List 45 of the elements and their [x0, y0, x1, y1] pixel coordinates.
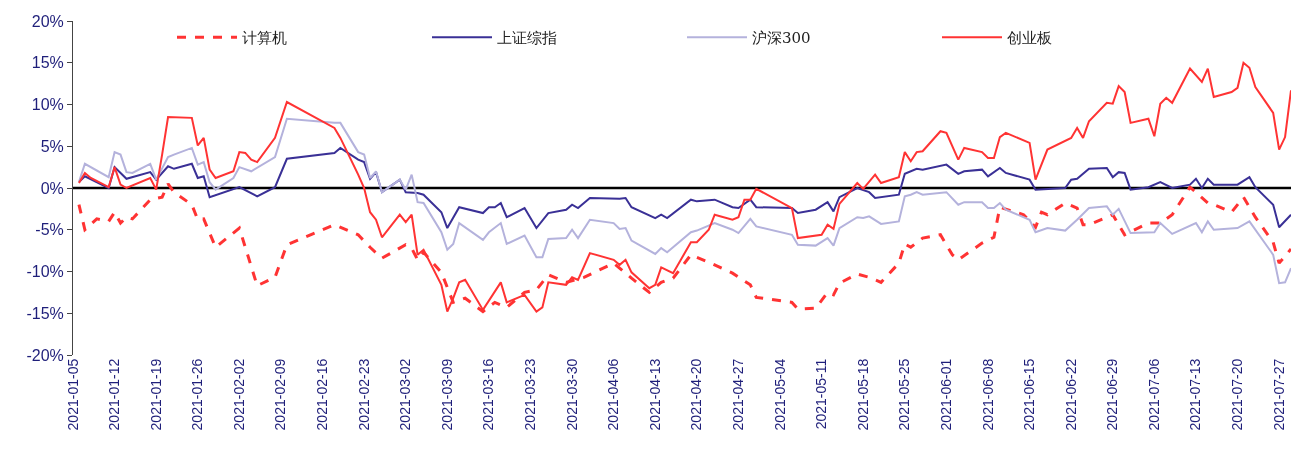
y-tick-label: 15% — [31, 54, 64, 72]
x-tick-label: 2021-06-22 — [1062, 358, 1079, 431]
x-tick-label: 2021-02-16 — [314, 358, 331, 431]
x-tick-label: 2021-03-16 — [480, 358, 497, 431]
x-tick-label: 2021-05-04 — [771, 358, 788, 431]
x-tick-label: 2021-07-20 — [1229, 358, 1246, 431]
x-tick-label: 2021-04-13 — [646, 358, 663, 431]
x-tick-label: 2021-06-08 — [979, 358, 996, 431]
x-tick-label: 2021-05-18 — [854, 358, 871, 431]
line-series — [77, 61, 1291, 313]
legend-label: 上证综指 — [497, 29, 557, 48]
x-tick-label: 2021-01-05 — [64, 358, 81, 431]
x-tick-label: 2021-02-02 — [230, 358, 247, 431]
y-tick-label: 5% — [40, 137, 64, 155]
x-tick-label: 2021-06-29 — [1104, 358, 1121, 431]
y-tick-label: -5% — [35, 221, 64, 239]
x-tick-label: 2021-05-11 — [813, 358, 830, 430]
x-tick-label: 2021-04-20 — [688, 358, 705, 431]
x-tick-label: 2021-03-09 — [438, 358, 455, 431]
x-tick-label: 2021-03-23 — [522, 358, 539, 431]
x-tick-label: 2021-04-06 — [605, 358, 622, 431]
x-tick-label: 2021-07-13 — [1187, 358, 1204, 431]
y-tick-label: -20% — [26, 346, 64, 364]
x-tick-label: 2021-01-12 — [106, 358, 123, 431]
x-tick-label: 2021-04-27 — [729, 358, 746, 431]
x-tick-label: 2021-06-01 — [937, 358, 954, 431]
y-tick-label: -15% — [26, 304, 64, 322]
y-tick-label: 20% — [31, 12, 64, 30]
y-tick-label: 10% — [31, 96, 64, 114]
x-tick-label: 2021-01-26 — [189, 358, 206, 431]
x-tick-label: 2021-03-02 — [397, 358, 414, 431]
y-tick-label: 0% — [40, 179, 64, 197]
x-tick-label: 2021-01-19 — [147, 358, 164, 431]
x-tick-label: 2021-02-09 — [272, 358, 289, 431]
x-tick-label: 2021-07-27 — [1270, 358, 1287, 431]
x-tick-label: 2021-02-23 — [355, 358, 372, 431]
legend-label: 计算机 — [242, 29, 287, 48]
x-tick-label: 2021-03-30 — [563, 358, 580, 431]
line-series — [77, 117, 1291, 285]
y-tick-label: -10% — [26, 263, 64, 281]
x-tick-label: 2021-07-06 — [1145, 358, 1162, 431]
x-tick-label: 2021-05-25 — [896, 358, 913, 431]
legend-label: 创业板 — [1007, 29, 1052, 48]
legend-label: 沪深300 — [752, 29, 811, 48]
x-tick-label: 2021-06-15 — [1021, 358, 1038, 431]
